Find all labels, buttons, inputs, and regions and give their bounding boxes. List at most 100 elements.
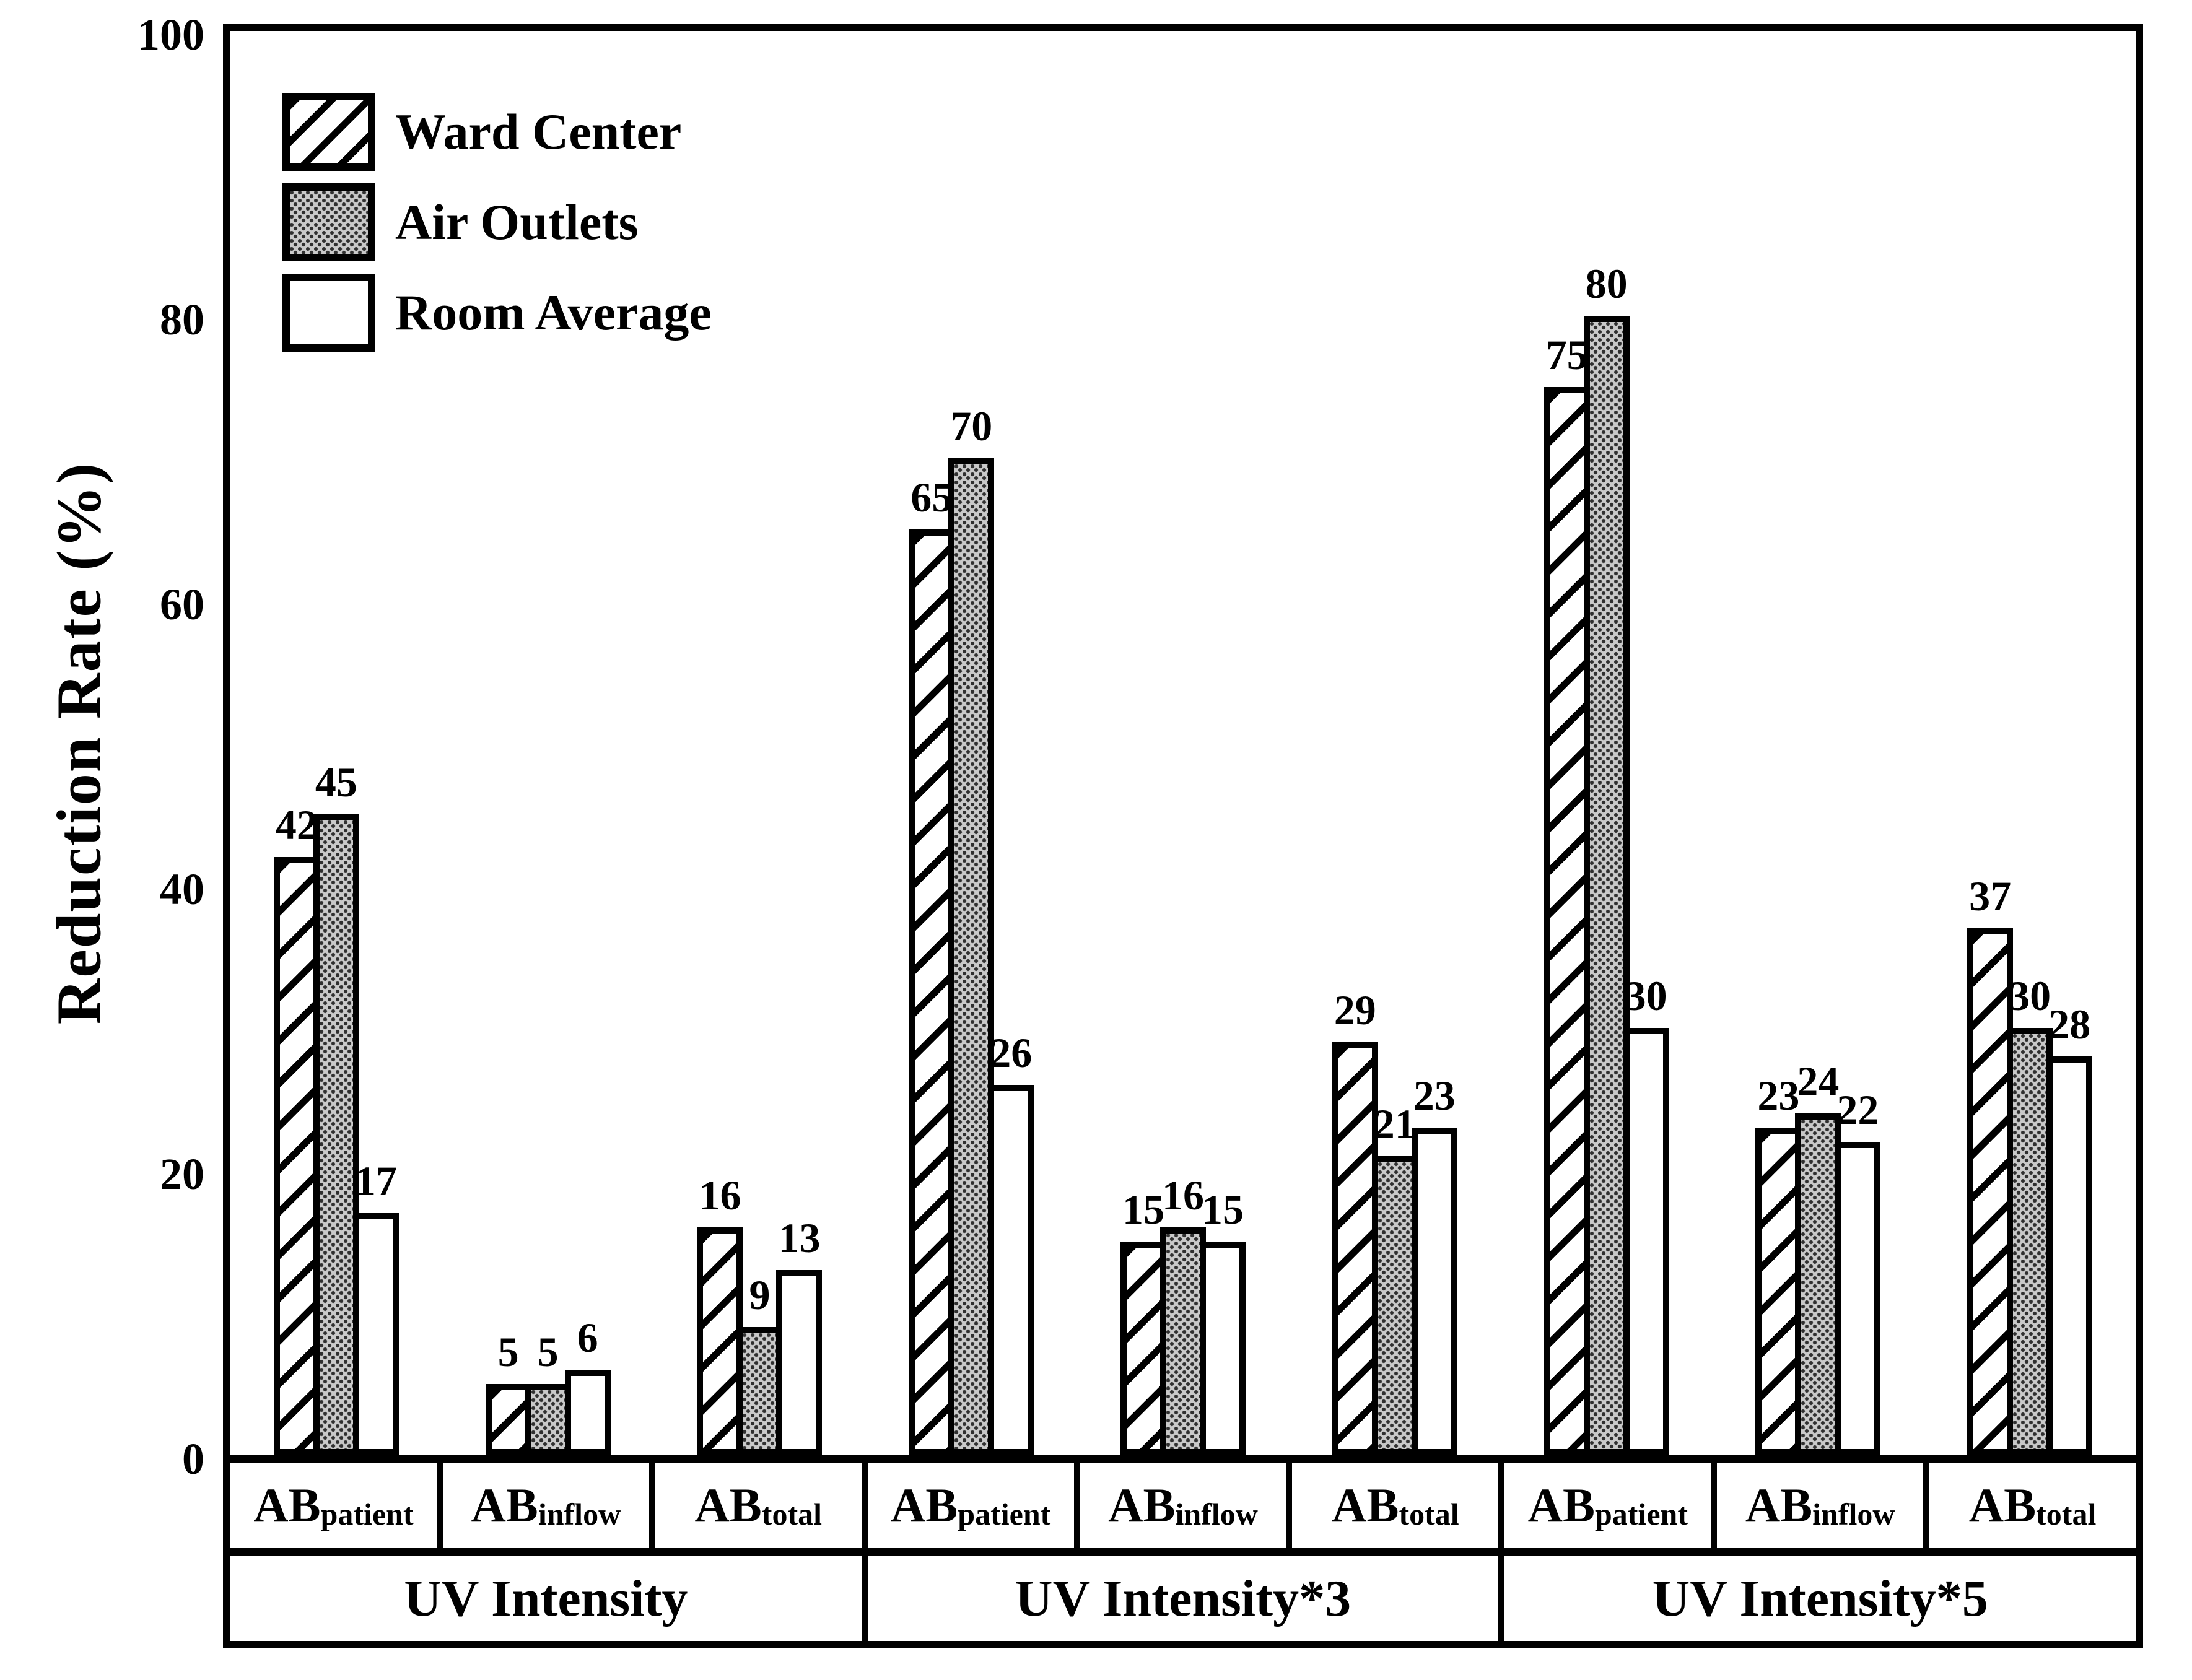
x-subgroup-label-subscript: patient [958, 1497, 1051, 1531]
subgroup-bar-cell: 65 70 26 [865, 31, 1077, 1455]
subgroup-bar-cell: 15 16 15 [1077, 31, 1289, 1455]
x-subgroup-label-main: AB [694, 1478, 762, 1532]
legend-label: Room Average [395, 284, 712, 341]
plot-area: 42 45 17 5 5 6 16 9 13 65 70 26 15 16 15 29 21 23 75 80 30 23… [223, 24, 2143, 1463]
x-subgroup-label-subscript: inflow [1175, 1497, 1258, 1531]
bar-room-average [564, 1370, 611, 1455]
bar-slot: 13 [776, 31, 823, 1455]
x-subgroup-label-main: AB [1745, 1478, 1813, 1532]
bar-value-label: 75 [1545, 331, 1588, 378]
subgroup-bar-cell: 75 80 30 [1501, 31, 1713, 1455]
bar-room-average [1411, 1128, 1457, 1455]
bar-air-outlets [525, 1384, 571, 1455]
bar-slot: 22 [1835, 31, 1881, 1455]
bar-slot: 65 [909, 31, 955, 1455]
bar-slot: 26 [988, 31, 1034, 1455]
bar-room-average [352, 1213, 399, 1455]
bar-air-outlets [313, 814, 359, 1455]
bar-ward-center [273, 857, 320, 1455]
bar-room-average [1623, 1028, 1669, 1455]
x-subgroup-label-subscript: patient [320, 1497, 414, 1531]
x-subgroup-label-main: AB [1332, 1478, 1399, 1532]
bar-slot: 17 [352, 31, 399, 1455]
bar-ward-center [1332, 1042, 1378, 1455]
white-swatch-icon [282, 274, 375, 352]
bar-value-label: 80 [1585, 260, 1628, 307]
x-axis-group-row: UV Intensity UV Intensity*3 UV Intensity*5 [223, 1556, 2143, 1648]
y-axis-title: Reduction Rate (%) [44, 461, 115, 1025]
bar-slot: 80 [1583, 31, 1630, 1455]
bar-value-label: 22 [1836, 1086, 1879, 1133]
bar-value-label: 15 [1122, 1186, 1165, 1233]
x-subgroup-label: AB total [1929, 1463, 2136, 1548]
subgroup-bar-cell: 23 24 22 [1712, 31, 1924, 1455]
bar-ward-center [1544, 387, 1590, 1455]
bar-slot: 30 [2007, 31, 2053, 1455]
bar-slot: 75 [1544, 31, 1590, 1455]
x-group-label: UV Intensity [230, 1556, 868, 1641]
subgroup-bar-cell: 16 9 13 [654, 31, 866, 1455]
bar-slot: 42 [273, 31, 320, 1455]
y-tick-label: 80 [160, 295, 204, 344]
legend-item: Air Outlets [282, 183, 712, 261]
y-tick-label: 60 [160, 580, 204, 629]
x-group-label: UV Intensity*3 [868, 1556, 1505, 1641]
bar-slot: 16 [697, 31, 743, 1455]
bar-slot: 15 [1200, 31, 1246, 1455]
x-subgroup-label-main: AB [253, 1478, 321, 1532]
bars-region: 42 45 17 5 5 6 16 9 13 65 70 26 15 16 15 29 21 23 75 80 30 23… [230, 31, 2136, 1455]
bar-room-average [776, 1270, 823, 1455]
bar-room-average [988, 1085, 1034, 1455]
x-subgroup-label-subscript: total [761, 1497, 822, 1531]
bar-ward-center [909, 529, 955, 1455]
bar-value-label: 30 [1625, 972, 1667, 1019]
bar-slot: 15 [1120, 31, 1167, 1455]
bar-air-outlets [2007, 1028, 2053, 1455]
bar-ward-center [485, 1384, 531, 1455]
bar-slot: 6 [564, 31, 611, 1455]
bar-value-label: 28 [2048, 1001, 2091, 1048]
x-subgroup-label-main: AB [471, 1478, 538, 1532]
bar-room-average [1200, 1242, 1246, 1455]
bar-air-outlets [1371, 1156, 1418, 1455]
y-tick-label: 100 [138, 10, 204, 59]
bar-ward-center [1120, 1242, 1167, 1455]
bar-ward-center [697, 1227, 743, 1455]
legend: Ward Center Air Outlets Room Average [282, 93, 712, 364]
diagonal-hatch-swatch-icon [282, 93, 375, 171]
y-tick-label: 20 [160, 1149, 204, 1199]
bar-slot: 70 [948, 31, 995, 1455]
y-tick-label: 0 [182, 1434, 204, 1484]
subgroup-bar-cell: 37 30 28 [1924, 31, 2136, 1455]
bar-slot: 23 [1411, 31, 1457, 1455]
bar-slot: 30 [1623, 31, 1669, 1455]
bar-air-outlets [1583, 316, 1630, 1455]
bar-value-label: 23 [1413, 1072, 1456, 1119]
x-subgroup-label: AB patient [868, 1463, 1080, 1548]
bar-value-label: 16 [699, 1172, 741, 1219]
bar-slot: 21 [1371, 31, 1418, 1455]
bar-value-label: 30 [2009, 972, 2051, 1019]
bar-room-average [1835, 1142, 1881, 1455]
x-subgroup-label: AB total [1292, 1463, 1505, 1548]
bar-value-label: 23 [1757, 1072, 1800, 1119]
x-subgroup-label-subscript: total [1399, 1497, 1459, 1531]
bar-value-label: 15 [1202, 1186, 1244, 1233]
bar-value-label: 37 [1969, 873, 2012, 920]
bar-air-outlets [948, 458, 995, 1455]
y-tick-label: 40 [160, 864, 204, 914]
x-subgroup-label: AB total [655, 1463, 868, 1548]
bar-ward-center [1755, 1128, 1802, 1455]
x-subgroup-label-main: AB [1108, 1478, 1176, 1532]
bar-value-label: 65 [910, 474, 953, 521]
bar-value-label: 26 [990, 1029, 1033, 1076]
bar-value-label: 16 [1162, 1172, 1205, 1219]
bar-air-outlets [736, 1327, 783, 1455]
gray-dot-halftone-swatch-icon [282, 183, 375, 261]
subgroup-bar-cell: 42 45 17 [230, 31, 442, 1455]
x-subgroup-label-main: AB [890, 1478, 958, 1532]
subgroup-bar-cell: 29 21 23 [1289, 31, 1501, 1455]
bar-slot: 29 [1332, 31, 1378, 1455]
